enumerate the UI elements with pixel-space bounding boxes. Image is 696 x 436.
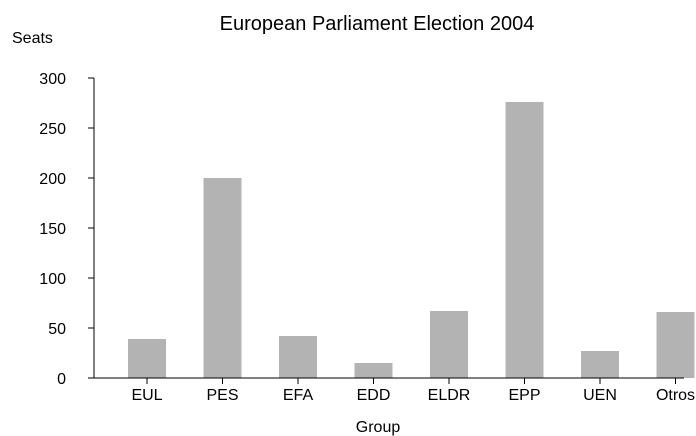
x-tick-label-eldr: ELDR [428, 387, 471, 404]
y-tick-label-50: 50 [48, 321, 66, 338]
y-tick-label-200: 200 [39, 171, 66, 188]
x-tick-label-otros: Otros [656, 387, 695, 404]
x-tick-label-edd: EDD [357, 387, 391, 404]
bar-otros [656, 312, 695, 378]
chart-title: European Parliament Election 2004 [220, 13, 535, 35]
bar-efa [279, 336, 317, 378]
y-tick-label-300: 300 [39, 71, 66, 88]
x-tick-label-epp: EPP [508, 387, 540, 404]
y-tick-label-250: 250 [39, 121, 66, 138]
y-tick-label-100: 100 [39, 271, 66, 288]
x-axis: EUL PES EFA EDD ELDR EPP UEN Otros [94, 377, 695, 404]
y-tick-label-0: 0 [57, 371, 66, 388]
y-tick-label-150: 150 [39, 221, 66, 238]
x-axis-label: Group [356, 419, 401, 436]
bars-layer [128, 102, 695, 378]
bar-edd [354, 363, 393, 378]
bar-pes [203, 178, 242, 378]
bar-eul [128, 339, 166, 378]
bar-uen [581, 351, 619, 378]
x-tick-label-uen: UEN [583, 387, 617, 404]
bar-eldr [430, 311, 468, 378]
y-axis: 0 50 100 150 200 250 300 [39, 71, 95, 388]
x-tick-label-efa: EFA [283, 387, 314, 404]
bar-epp [505, 102, 544, 378]
x-tick-label-pes: PES [206, 387, 238, 404]
y-axis-label: Seats [12, 30, 53, 47]
x-tick-label-eul: EUL [131, 387, 162, 404]
